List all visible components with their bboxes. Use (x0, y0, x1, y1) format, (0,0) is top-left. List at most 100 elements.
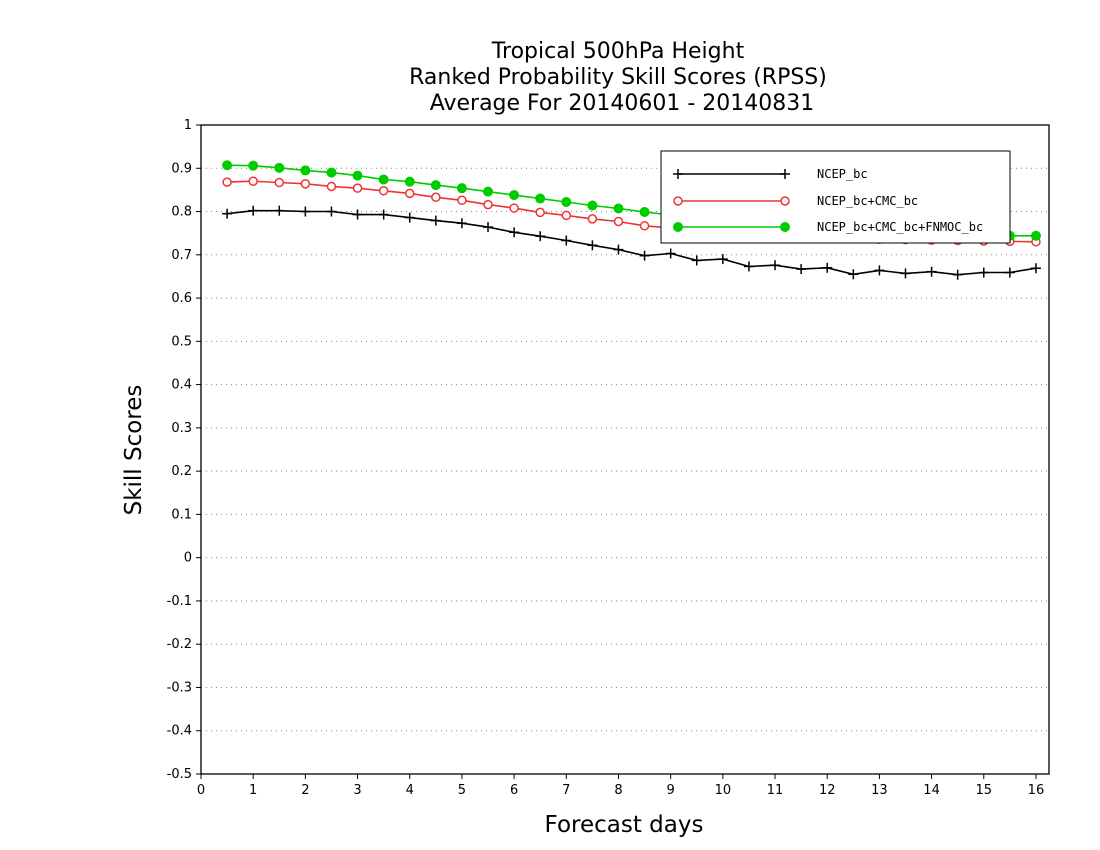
data-point (770, 260, 781, 271)
legend-marker (673, 169, 683, 179)
data-point (300, 165, 311, 176)
plot-frame (200, 124, 1050, 775)
data-point (1030, 263, 1041, 274)
x-tick-label: 16 (1028, 783, 1045, 798)
data-point (222, 177, 232, 187)
data-point (561, 197, 572, 208)
data-point (639, 250, 650, 261)
y-tick-label: -0.2 (167, 637, 192, 652)
data-point (613, 244, 624, 255)
data-point (535, 193, 546, 204)
chart-subtitle-period: Average For 20140601 - 20140831 (430, 91, 815, 116)
data-point (691, 255, 702, 266)
x-tick-label: 12 (819, 783, 836, 798)
data-point (952, 269, 963, 280)
data-point (430, 215, 441, 226)
data-point (1004, 267, 1015, 278)
x-tick-label: 2 (301, 783, 309, 798)
data-point (300, 179, 311, 189)
data-point (900, 268, 911, 279)
legend-marker (780, 222, 790, 232)
data-point (378, 209, 389, 220)
data-point (483, 186, 494, 197)
data-point (978, 267, 989, 278)
data-point (509, 190, 520, 201)
y-tick-label: 0.8 (171, 205, 192, 220)
y-tick-label: 1 (184, 118, 192, 133)
x-tick-label: 8 (614, 783, 622, 798)
data-point (222, 208, 233, 219)
data-point (535, 207, 545, 218)
legend-items: NCEP_bc NCEP_bc+CMC_bc NCEP_bc+CMC_bc+FNMO… (673, 167, 983, 234)
y-tick-label: 0.4 (171, 378, 192, 393)
data-point (665, 248, 676, 259)
data-point (874, 265, 885, 276)
y-tick-label: 0.6 (171, 291, 192, 306)
series-1 (222, 205, 1041, 280)
data-point (430, 180, 441, 191)
data-point (561, 235, 572, 246)
x-tick-label: 3 (353, 783, 361, 798)
legend-label: NCEP_bc+CMC_bc (817, 194, 918, 208)
data-point (248, 176, 258, 186)
legend-item: NCEP_bc+CMC_bc+FNMOC_bc (673, 220, 983, 234)
legend-item: NCEP_bc+CMC_bc (673, 194, 918, 208)
data-point (300, 206, 311, 217)
y-tick-label: 0.3 (171, 421, 192, 436)
data-point (326, 206, 337, 217)
legend-label: NCEP_bc+CMC_bc+FNMOC_bc (817, 220, 983, 234)
data-point (587, 240, 598, 251)
chart-title: Tropical 500hPa Height (491, 39, 745, 64)
data-point (248, 160, 259, 171)
grid-layer (201, 167, 1049, 732)
x-tick-label: 15 (975, 783, 992, 798)
legend: NCEP_bc NCEP_bc+CMC_bc NCEP_bc+CMC_bc+FNMO… (660, 150, 1011, 244)
x-tick-label: 14 (923, 783, 940, 798)
data-point (1030, 230, 1041, 241)
x-tick-label: 11 (767, 783, 784, 798)
data-point (717, 254, 728, 265)
data-point (248, 205, 259, 216)
x-tick-label: 6 (510, 783, 518, 798)
data-point (378, 174, 389, 185)
data-point (404, 188, 415, 199)
data-point (639, 206, 650, 217)
y-tick-label: -0.3 (167, 680, 192, 695)
data-point (404, 212, 415, 223)
legend-marker (780, 169, 790, 179)
data-point (848, 269, 859, 280)
x-tick-label: 10 (715, 783, 732, 798)
legend-marker (673, 196, 683, 206)
x-tick-label: 0 (197, 783, 205, 798)
legend-marker (673, 222, 683, 232)
data-point (378, 186, 389, 196)
data-point (483, 199, 493, 210)
legend-marker (780, 196, 790, 206)
data-point (352, 170, 363, 181)
x-tick-label: 7 (562, 783, 570, 798)
data-point (456, 218, 467, 229)
y-tick-label: -0.4 (167, 724, 192, 739)
data-point (743, 261, 754, 272)
data-point (639, 221, 650, 231)
data-point (352, 209, 363, 220)
x-tick-label: 1 (249, 783, 257, 798)
legend-label: NCEP_bc (817, 167, 868, 181)
data-point (404, 176, 415, 187)
data-point (483, 222, 494, 233)
x-tick-label: 5 (458, 783, 466, 798)
y-tick-label: 0.2 (171, 464, 192, 479)
data-point (822, 262, 833, 273)
legend-item: NCEP_bc (673, 167, 868, 181)
y-tick-label: 0.9 (171, 161, 192, 176)
data-point (561, 210, 572, 221)
data-point (613, 216, 624, 227)
y-tick-label: 0.5 (171, 334, 192, 349)
data-point (274, 162, 285, 173)
x-tick-label: 4 (406, 783, 414, 798)
data-point (326, 167, 337, 178)
data-point (352, 183, 363, 193)
data-point (509, 203, 519, 213)
data-point (274, 205, 285, 216)
data-point (222, 160, 233, 171)
